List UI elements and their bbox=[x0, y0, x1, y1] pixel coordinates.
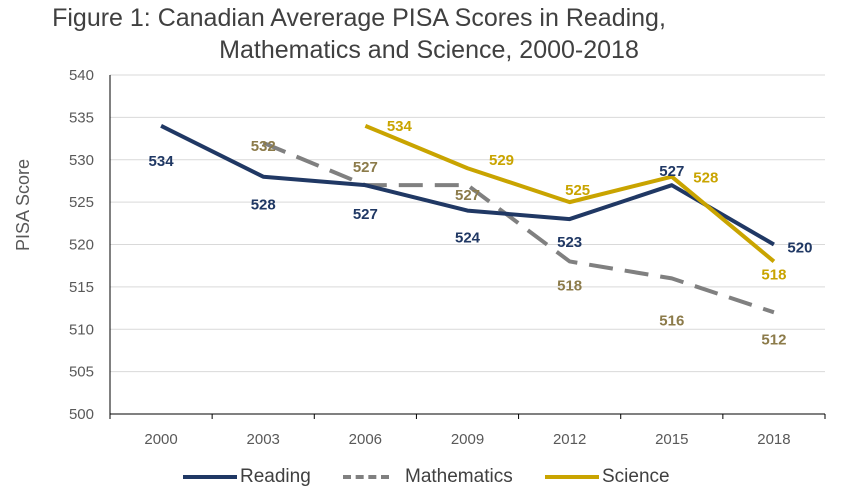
data-label-mathematics-2018: 512 bbox=[761, 331, 786, 348]
data-label-reading-2006: 527 bbox=[353, 206, 378, 223]
x-tick-2009: 2009 bbox=[451, 431, 484, 448]
data-label-science-2009: 529 bbox=[489, 152, 514, 169]
y-tick-525: 525 bbox=[69, 194, 94, 211]
y-tick-520: 520 bbox=[69, 237, 94, 254]
data-labels: 534 528 527 524 523 527 520 532 527 527 518 516 512 5… bbox=[149, 118, 813, 348]
data-label-reading-2015: 527 bbox=[659, 163, 684, 180]
y-tick-500: 500 bbox=[69, 406, 94, 423]
data-label-reading-2000: 534 bbox=[149, 153, 175, 170]
y-tick-515: 515 bbox=[69, 279, 94, 296]
data-label-science-2015: 528 bbox=[693, 170, 718, 187]
x-tick-2012: 2012 bbox=[553, 431, 586, 448]
legend-label-science: Science bbox=[602, 466, 670, 487]
legend: Reading Mathematics Science bbox=[0, 466, 858, 492]
chart-title-line-1: Figure 1: Canadian Avererage PISA Scores… bbox=[52, 4, 666, 32]
legend-label-mathematics: Mathematics bbox=[405, 466, 513, 487]
y-tick-labels: 500 505 510 515 520 525 530 535 540 bbox=[69, 67, 94, 423]
data-label-science-2012: 525 bbox=[565, 182, 590, 199]
legend-item-mathematics: Mathematics bbox=[343, 466, 513, 488]
legend-swatch-reading bbox=[183, 475, 237, 479]
y-tick-505: 505 bbox=[69, 364, 94, 381]
legend-swatch-science bbox=[545, 475, 599, 479]
series-lines bbox=[160, 124, 776, 315]
series-line-mathematics bbox=[262, 140, 775, 315]
x-tick-2006: 2006 bbox=[349, 431, 382, 448]
y-axis-label: PISA Score bbox=[13, 159, 33, 251]
series-line-reading bbox=[160, 124, 775, 247]
chart-title-line-2: Mathematics and Science, 2000-2018 bbox=[219, 36, 639, 64]
data-label-reading-2009: 524 bbox=[455, 230, 481, 247]
x-tick-2003: 2003 bbox=[247, 431, 280, 448]
series-line-science bbox=[364, 124, 776, 263]
chart-title: Figure 1: Canadian Avererage PISA Scores… bbox=[0, 2, 858, 66]
y-tick-510: 510 bbox=[69, 321, 94, 338]
data-label-science-2018: 518 bbox=[761, 266, 786, 283]
x-tick-2018: 2018 bbox=[757, 431, 790, 448]
data-label-reading-2018: 520 bbox=[787, 240, 812, 257]
data-label-mathematics-2003: 532 bbox=[251, 138, 276, 155]
legend-swatch-mathematics bbox=[343, 475, 389, 479]
x-tick-2015: 2015 bbox=[655, 431, 688, 448]
gridlines bbox=[110, 74, 825, 373]
legend-item-science: Science bbox=[545, 466, 670, 488]
data-label-mathematics-2006: 527 bbox=[353, 159, 378, 176]
y-tick-535: 535 bbox=[69, 109, 94, 126]
x-tick-labels: 2000 2003 2006 2009 2012 2015 2018 bbox=[144, 431, 790, 448]
data-label-mathematics-2012: 518 bbox=[557, 277, 582, 294]
axes bbox=[109, 75, 826, 419]
legend-label-reading: Reading bbox=[240, 466, 311, 487]
y-tick-530: 530 bbox=[69, 152, 94, 169]
data-label-reading-2012: 523 bbox=[557, 234, 582, 251]
data-label-reading-2003: 528 bbox=[251, 197, 276, 214]
y-tick-540: 540 bbox=[69, 67, 94, 84]
legend-item-reading: Reading bbox=[183, 466, 311, 488]
data-label-mathematics-2015: 516 bbox=[659, 312, 684, 329]
x-tick-2000: 2000 bbox=[144, 431, 177, 448]
data-label-science-2006: 534 bbox=[387, 118, 413, 135]
data-label-mathematics-2009: 527 bbox=[455, 187, 480, 204]
